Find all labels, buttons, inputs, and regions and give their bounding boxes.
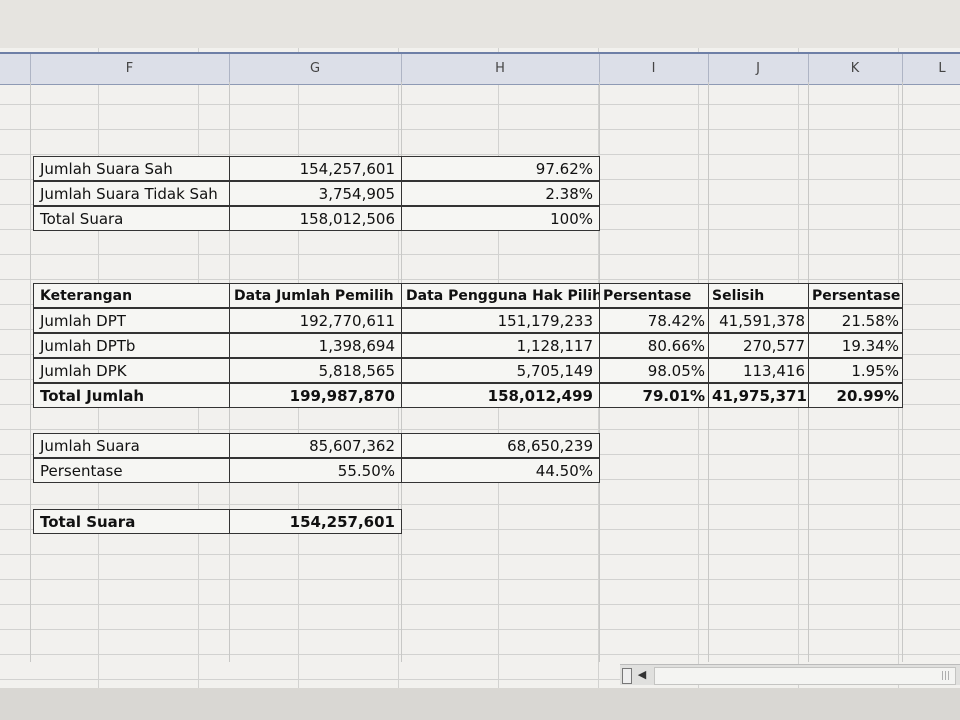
column-header-j[interactable]: J	[708, 54, 809, 84]
cell-percent[interactable]: 44.50%	[401, 458, 600, 483]
column-title[interactable]: Persentase	[808, 283, 903, 308]
column-header-bar: F G H I J K L	[0, 52, 960, 85]
scroll-track[interactable]: |||	[654, 667, 956, 685]
column-title[interactable]: Selisih	[708, 283, 809, 308]
cell-label[interactable]: Jumlah DPT	[33, 308, 230, 333]
cell-percent[interactable]: 97.62%	[401, 156, 600, 181]
cell-value[interactable]: 158,012,499	[401, 383, 600, 408]
cell-percent[interactable]: 79.01%	[599, 383, 709, 408]
cell-value[interactable]: 1,398,694	[229, 333, 402, 358]
column-header-f[interactable]: F	[30, 54, 230, 84]
cell-value[interactable]: 158,012,506	[229, 206, 402, 231]
cell-percent[interactable]: 100%	[401, 206, 600, 231]
cell-percent[interactable]: 55.50%	[229, 458, 402, 483]
column-header-g[interactable]: G	[229, 54, 402, 84]
split-handle[interactable]	[622, 668, 632, 684]
cell-value[interactable]: 1,128,117	[401, 333, 600, 358]
cell-value[interactable]: 3,754,905	[229, 181, 402, 206]
column-title[interactable]: Persentase	[599, 283, 709, 308]
cell-percent[interactable]: 21.58%	[808, 308, 903, 333]
column-title[interactable]: Keterangan	[33, 283, 230, 308]
scroll-grip-icon[interactable]: |||	[941, 671, 951, 681]
cell-value[interactable]: 151,179,233	[401, 308, 600, 333]
cell-value[interactable]: 154,257,601	[229, 509, 402, 534]
cell-percent[interactable]: 80.66%	[599, 333, 709, 358]
cell-value[interactable]: 270,577	[708, 333, 809, 358]
column-header-k[interactable]: K	[808, 54, 903, 84]
cell-value[interactable]: 199,987,870	[229, 383, 402, 408]
cell-value[interactable]: 41,591,378	[708, 308, 809, 333]
cell-value[interactable]: 154,257,601	[229, 156, 402, 181]
cell-percent[interactable]: 19.34%	[808, 333, 903, 358]
cell-percent[interactable]: 98.05%	[599, 358, 709, 383]
cell-label[interactable]: Jumlah Suara Sah	[33, 156, 230, 181]
window-bottom-edge	[0, 688, 960, 720]
column-header-i[interactable]: I	[599, 54, 709, 84]
cell-value[interactable]: 192,770,611	[229, 308, 402, 333]
cell-label[interactable]: Jumlah DPTb	[33, 333, 230, 358]
cell-value[interactable]: 85,607,362	[229, 433, 402, 458]
cell-value[interactable]: 113,416	[708, 358, 809, 383]
cell-value[interactable]: 5,705,149	[401, 358, 600, 383]
cell-value[interactable]: 41,975,371	[708, 383, 809, 408]
column-title[interactable]: Data Pengguna Hak Pilih	[401, 283, 600, 308]
cell-label[interactable]: Total Suara	[33, 206, 230, 231]
column-header-l[interactable]: L	[902, 54, 960, 84]
cell-label[interactable]: Total Jumlah	[33, 383, 230, 408]
cell-label[interactable]: Jumlah Suara Tidak Sah	[33, 181, 230, 206]
column-title[interactable]: Data Jumlah Pemilih	[229, 283, 402, 308]
cell-percent[interactable]: 2.38%	[401, 181, 600, 206]
cell-label[interactable]: Persentase	[33, 458, 230, 483]
cell-percent[interactable]: 20.99%	[808, 383, 903, 408]
cell-label[interactable]: Jumlah Suara	[33, 433, 230, 458]
gridline	[30, 82, 31, 662]
horizontal-scrollbar[interactable]: ◀ |||	[620, 664, 960, 685]
cell-percent[interactable]: 1.95%	[808, 358, 903, 383]
select-all-corner[interactable]	[0, 54, 31, 84]
scroll-left-arrow-icon[interactable]: ◀	[637, 668, 647, 681]
column-header-h[interactable]: H	[401, 54, 600, 84]
cell-label[interactable]: Total Suara	[33, 509, 230, 534]
cell-percent[interactable]: 78.42%	[599, 308, 709, 333]
cell-value[interactable]: 68,650,239	[401, 433, 600, 458]
cell-value[interactable]: 5,818,565	[229, 358, 402, 383]
cell-label[interactable]: Jumlah DPK	[33, 358, 230, 383]
